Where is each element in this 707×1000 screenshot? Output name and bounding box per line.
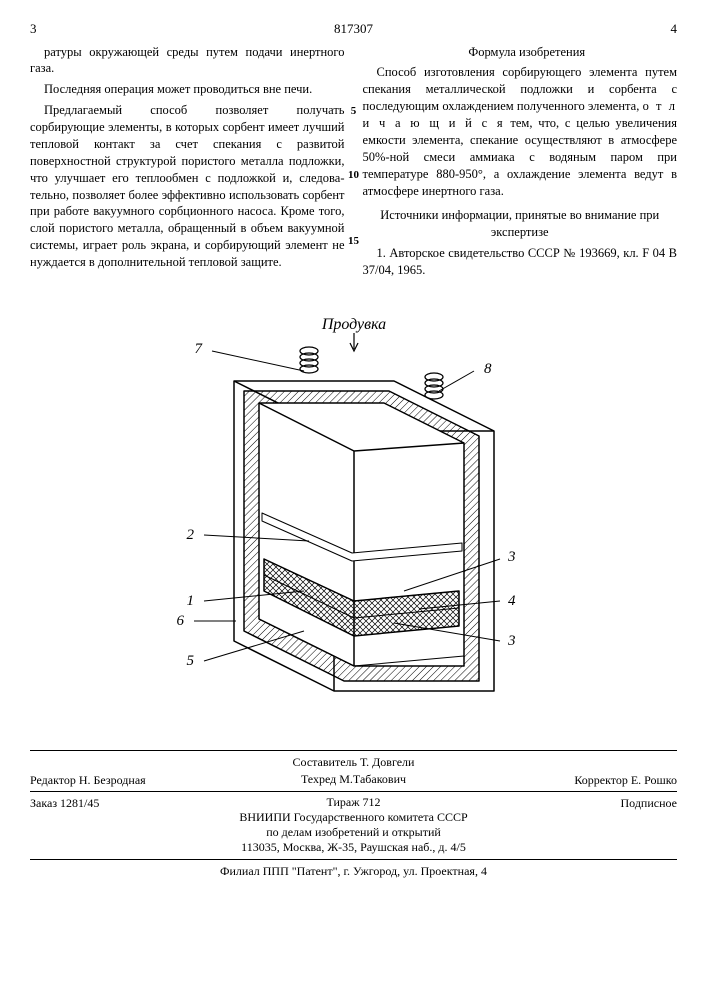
col2-p2: 1. Авторское свидетельство СССР № 193669… [363, 245, 678, 279]
footer: Составитель Т. Довгели Редактор Н. Безро… [30, 750, 677, 855]
column-right: Формула изобретения Способ изготовления … [363, 44, 678, 283]
filial: Филиал ППП "Патент", г. Ужгород, ул. Про… [30, 859, 677, 879]
fig-callout-2: 2 [186, 527, 194, 543]
sources-title: Источники информации, принятые во вниман… [363, 207, 678, 241]
addr: 113035, Москва, Ж-35, Раушская наб., д. … [170, 840, 537, 855]
fig-callout-3a: 3 [507, 549, 516, 565]
org2: по делам изобретений и открытий [170, 825, 537, 840]
page-num-left: 3 [30, 20, 37, 38]
col1-p3: Предлагаемый способ позволяет по­лучать … [30, 102, 345, 271]
page-num-right: 4 [671, 20, 678, 38]
col1-p2: Последняя операция может прово­диться вн… [30, 81, 345, 98]
fig-callout-8: 8 [484, 361, 492, 377]
fig-callout-6: 6 [176, 613, 184, 629]
doc-number: 817307 [334, 20, 373, 38]
tirage: Тираж 712 [170, 795, 537, 810]
fig-callout-1: 1 [186, 593, 194, 609]
fig-callout-4: 4 [508, 593, 516, 609]
editor: Редактор Н. Безродная [30, 772, 230, 788]
compiler: Составитель Т. Довгели [200, 755, 507, 770]
col1-p1: ратуры окружающей среды путем подачи ине… [30, 44, 345, 78]
fig-label-produvka: Продувка [320, 316, 385, 333]
line-num-15: 15 [348, 234, 359, 249]
figure-svg: Продувка 7 8 2 3 3 4 [144, 291, 564, 731]
formula-title: Формула изобретения [363, 44, 678, 61]
subscribe: Подписное [537, 795, 677, 855]
fig-callout-7: 7 [194, 341, 203, 357]
fig-callout-3b: 3 [507, 633, 516, 649]
techred: Техред М.Табакович [230, 772, 477, 787]
org1: ВНИИПИ Государственного комитета СССР [170, 810, 537, 825]
line-num-5: 5 [351, 104, 357, 119]
order: Заказ 1281/45 [30, 795, 170, 855]
line-num-10: 10 [348, 168, 359, 183]
fig-callout-5: 5 [186, 653, 194, 669]
figure: Продувка 7 8 2 3 3 4 [30, 291, 677, 736]
column-left: ратуры окружающей среды путем подачи ине… [30, 44, 345, 283]
col2-p1: Способ изготовления сорбирующего элемент… [363, 64, 678, 199]
corrector: Корректор Е. Рошко [477, 772, 677, 788]
